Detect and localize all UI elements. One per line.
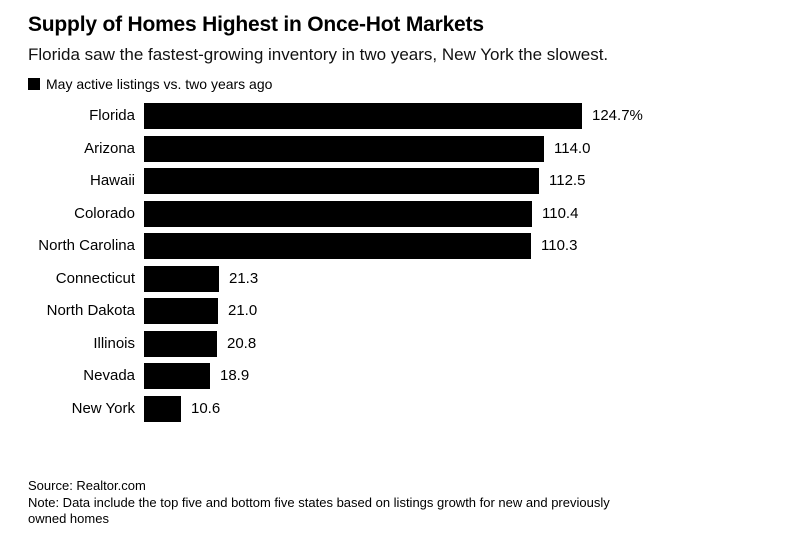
- bar-row: Hawaii 112.5: [0, 168, 807, 194]
- value-label: 21.3: [229, 270, 259, 287]
- bar-row: North Dakota 21.0: [0, 298, 807, 324]
- bar-row: North Carolina 110.3: [0, 233, 807, 259]
- value-label: 110.3: [541, 237, 578, 254]
- note-line-2: owned homes: [28, 511, 109, 526]
- category-label: Connecticut: [55, 270, 135, 287]
- bar: [144, 136, 544, 162]
- category-label: Arizona: [84, 140, 135, 157]
- category-label: New York: [71, 400, 135, 417]
- bar: [144, 233, 531, 259]
- chart-title: Supply of Homes Highest in Once-Hot Mark…: [28, 13, 484, 36]
- value-label: 114.0: [554, 140, 591, 157]
- legend-label: May active listings vs. two years ago: [46, 76, 273, 92]
- category-label: Colorado: [74, 205, 135, 222]
- bar: [144, 168, 539, 194]
- note-line-1: Note: Data include the top five and bott…: [28, 495, 610, 510]
- value-label: 112.5: [549, 172, 586, 189]
- value-label: 18.9: [220, 367, 250, 384]
- bar-row: Nevada 18.9: [0, 363, 807, 389]
- note-text: Note: Data include the top five and bott…: [28, 495, 610, 527]
- value-label: 10.6: [191, 400, 221, 417]
- chart-subtitle: Florida saw the fastest-growing inventor…: [28, 45, 609, 64]
- bar-row: Colorado 110.4: [0, 201, 807, 227]
- bar: [144, 201, 532, 227]
- value-label: 20.8: [227, 335, 257, 352]
- legend-swatch-icon: [28, 78, 40, 90]
- value-label: 21.0: [228, 302, 258, 319]
- bar: [144, 396, 181, 422]
- bar-row: Arizona 114.0: [0, 136, 807, 162]
- category-label: Illinois: [93, 335, 135, 352]
- bar: [144, 266, 219, 292]
- legend: May active listings vs. two years ago: [28, 76, 272, 92]
- bar-chart: Florida 124.7% Arizona 114.0 Hawaii 112.5 Colo…: [0, 103, 807, 423]
- bar-row: New York 10.6: [0, 396, 807, 422]
- bar: [144, 103, 582, 129]
- bar-row: Connecticut 21.3: [0, 266, 807, 292]
- bar-row: Illinois 20.8: [0, 331, 807, 357]
- value-label: 110.4: [542, 205, 579, 222]
- category-label: Hawaii: [89, 172, 135, 189]
- category-label: North Carolina: [38, 237, 135, 254]
- bar: [144, 331, 217, 357]
- category-label: Nevada: [83, 367, 135, 384]
- bar: [144, 363, 210, 389]
- source-text: Source: Realtor.com: [28, 478, 146, 493]
- value-label: 124.7%: [592, 107, 643, 124]
- bar: [144, 298, 218, 324]
- category-label: North Dakota: [46, 302, 135, 319]
- category-label: Florida: [89, 107, 135, 124]
- bar-row: Florida 124.7%: [0, 103, 807, 129]
